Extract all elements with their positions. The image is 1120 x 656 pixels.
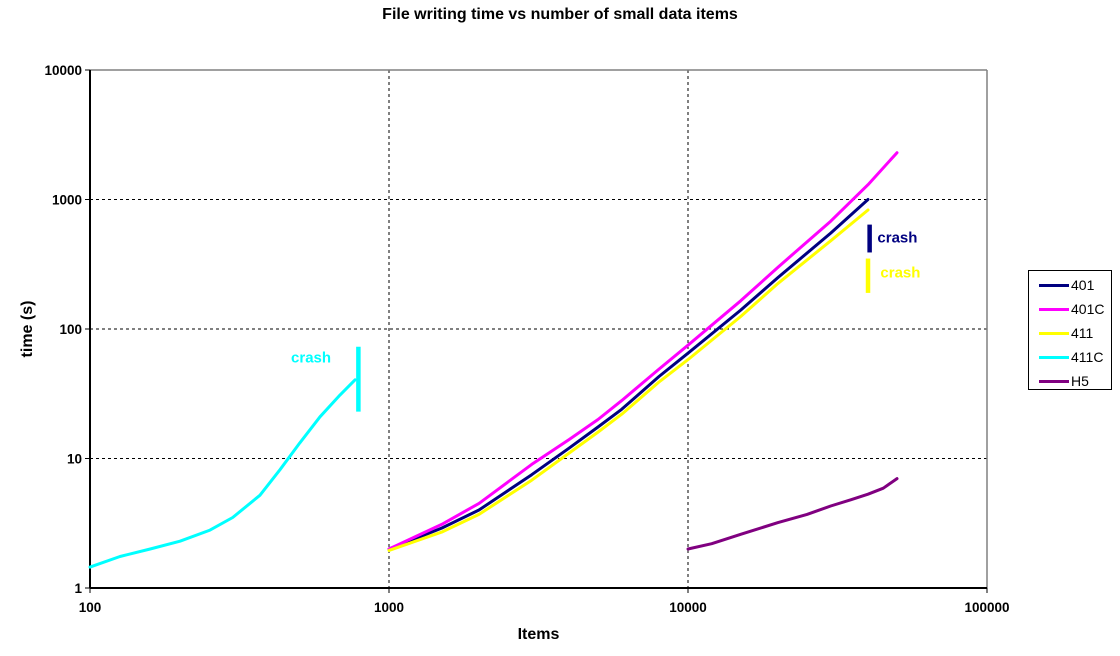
crash-label: crash <box>880 265 920 282</box>
legend-swatch-401 <box>1039 283 1069 287</box>
y-tick-label: 10 <box>67 452 82 467</box>
legend-item-411: 411 <box>1039 321 1111 345</box>
legend-label: 401C <box>1071 301 1105 317</box>
crash-label: crash <box>877 229 917 246</box>
y-tick-label: 1 <box>74 581 82 596</box>
legend-swatch-411 <box>1039 331 1069 335</box>
series-line-H5 <box>686 477 899 551</box>
y-tick-label: 100 <box>59 322 82 337</box>
legend-label: H5 <box>1071 373 1089 389</box>
chart-title: File writing time vs number of small dat… <box>382 6 738 23</box>
legend-label: 411 <box>1071 325 1094 341</box>
y-tick-label: 1000 <box>52 193 82 208</box>
legend-item-401: 401 <box>1039 273 1111 297</box>
x-tick-label: 100000 <box>964 600 1009 615</box>
legend: 401 401C 411 411C H5 <box>1028 270 1112 390</box>
legend-swatch-401C <box>1039 307 1069 311</box>
legend-label: 401 <box>1071 277 1095 293</box>
legend-item-411C: 411C <box>1039 345 1111 369</box>
legend-swatch-H5 <box>1039 379 1069 383</box>
x-tick-label: 10000 <box>669 600 707 615</box>
series-line-411 <box>387 208 870 552</box>
series-line-411C <box>88 378 357 569</box>
series-line-401C <box>387 151 899 551</box>
legend-item-H5: H5 <box>1039 369 1111 393</box>
x-axis-label: Items <box>517 626 560 643</box>
y-tick-label: 10000 <box>44 63 82 78</box>
legend-swatch-411C <box>1039 355 1069 359</box>
legend-label: 411C <box>1071 349 1104 365</box>
series-line-401 <box>387 198 870 551</box>
crash-label: crash <box>291 350 331 367</box>
x-tick-label: 1000 <box>374 600 404 615</box>
legend-item-401C: 401C <box>1039 297 1111 321</box>
x-tick-label: 100 <box>79 600 102 615</box>
